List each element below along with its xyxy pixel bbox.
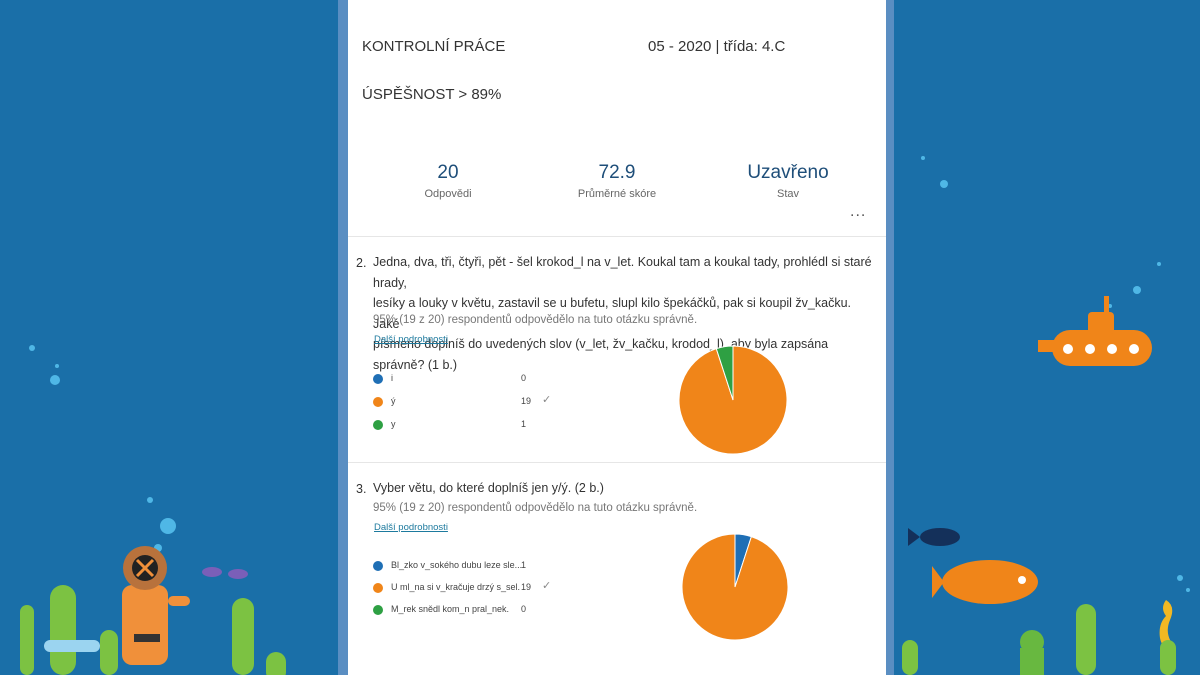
small-fish-left bbox=[202, 567, 248, 579]
legend-dot bbox=[373, 397, 383, 407]
success-rate-label: ÚSPĚŠNOST > 89% bbox=[362, 86, 502, 103]
check-icon: ✓ bbox=[542, 580, 552, 592]
submarine-illustration bbox=[1038, 296, 1152, 366]
more-details-link[interactable]: Další podrobnosti bbox=[374, 522, 448, 533]
seahorse-illustration bbox=[1159, 600, 1174, 647]
stat-status-value: Uzavřeno bbox=[747, 162, 829, 183]
answer-count: 1 bbox=[521, 419, 527, 429]
legend-dot bbox=[373, 420, 383, 430]
stat-responses-label: Odpovědi bbox=[424, 188, 472, 200]
answer-count: 0 bbox=[521, 373, 527, 383]
octopus-illustration bbox=[1020, 630, 1044, 675]
answer-option: i bbox=[373, 372, 393, 386]
seaweed-right bbox=[902, 604, 1176, 675]
stat-status: Uzavřeno Stav bbox=[698, 162, 878, 200]
forms-summary-panel: KONTROLNÍ PRÁCE 05 - 2020 | třída: 4.C Ú… bbox=[348, 0, 886, 675]
stat-status-label: Stav bbox=[776, 188, 799, 200]
check-icon: ✓ bbox=[542, 394, 552, 406]
question-text: Vyber větu, do které doplníš jen y/ý. (2… bbox=[373, 478, 873, 499]
answer-option: U ml_na si v_kračuje drzý s_sel. bbox=[373, 581, 520, 595]
stat-average-score-label: Průměrné skóre bbox=[577, 188, 657, 200]
dark-fish-right bbox=[908, 528, 960, 546]
stat-average-score-value: 72.9 bbox=[598, 162, 636, 183]
answer-count: 19 bbox=[521, 396, 532, 406]
legend-dot bbox=[373, 561, 383, 571]
question-text-line: písmeno doplníš do uvedených slov (v_let… bbox=[373, 337, 829, 372]
answer-option: M_rek snědl kom_n pral_nek. bbox=[373, 603, 509, 617]
stat-average-score: 72.9 Průměrné skóre bbox=[527, 162, 707, 200]
stat-responses: 20 Odpovědi bbox=[358, 162, 538, 200]
more-details-link[interactable]: Další podrobnosti bbox=[374, 334, 448, 345]
question-text-line: lesíky a louky v květu, zastavil se u bu… bbox=[373, 296, 852, 331]
question-text-line: Jedna, dva, tři, čtyři, pět - šel krokod… bbox=[373, 255, 872, 290]
answer-label: i bbox=[391, 373, 393, 383]
answer-label: y bbox=[391, 419, 396, 429]
question-number: 3. bbox=[356, 482, 367, 496]
question-summary: 95% (19 z 20) respondentů odpovědělo na … bbox=[373, 502, 698, 514]
pie-chart-q2 bbox=[678, 345, 788, 455]
question-text: Jedna, dva, tři, čtyři, pět - šel krokod… bbox=[373, 252, 873, 375]
legend-dot bbox=[373, 605, 383, 615]
rock-left bbox=[44, 640, 100, 652]
stat-responses-value: 20 bbox=[437, 162, 459, 183]
more-options-icon[interactable]: ... bbox=[850, 203, 867, 220]
orange-fish-right bbox=[932, 560, 1038, 604]
answer-label: U ml_na si v_kračuje drzý s_sel. bbox=[391, 582, 521, 592]
pie-slice-2 bbox=[681, 533, 789, 641]
answer-option: y bbox=[373, 418, 396, 432]
question-summary: 95% (19 z 20) respondentů odpovědělo na … bbox=[373, 314, 698, 326]
answer-option: Bl_zko v_sokého dubu leze sle... bbox=[373, 559, 522, 573]
answer-count: 1 bbox=[521, 560, 527, 570]
legend-dot bbox=[373, 583, 383, 593]
seaweed-left bbox=[20, 585, 286, 675]
divider bbox=[348, 236, 886, 237]
diver-illustration bbox=[122, 546, 190, 665]
answer-option: ý bbox=[373, 395, 396, 409]
bubbles-left bbox=[29, 345, 176, 552]
pie-slice-3 bbox=[715, 345, 734, 401]
date-class-label: 05 - 2020 | třída: 4.C bbox=[648, 38, 786, 55]
question-number: 2. bbox=[356, 256, 367, 270]
pie-chart-q3 bbox=[681, 533, 789, 641]
answer-label: Bl_zko v_sokého dubu leze sle... bbox=[391, 560, 523, 570]
answer-label: M_rek snědl kom_n pral_nek. bbox=[391, 604, 510, 614]
question-text-line: Vyber větu, do které doplníš jen y/ý. (2… bbox=[373, 481, 604, 495]
form-title: KONTROLNÍ PRÁCE bbox=[362, 38, 506, 55]
bubbles-right bbox=[921, 156, 1190, 592]
legend-dot bbox=[373, 374, 383, 384]
answer-count: 19 bbox=[521, 582, 532, 592]
answer-count: 0 bbox=[521, 604, 527, 614]
divider bbox=[348, 462, 886, 463]
answer-label: ý bbox=[391, 396, 396, 406]
